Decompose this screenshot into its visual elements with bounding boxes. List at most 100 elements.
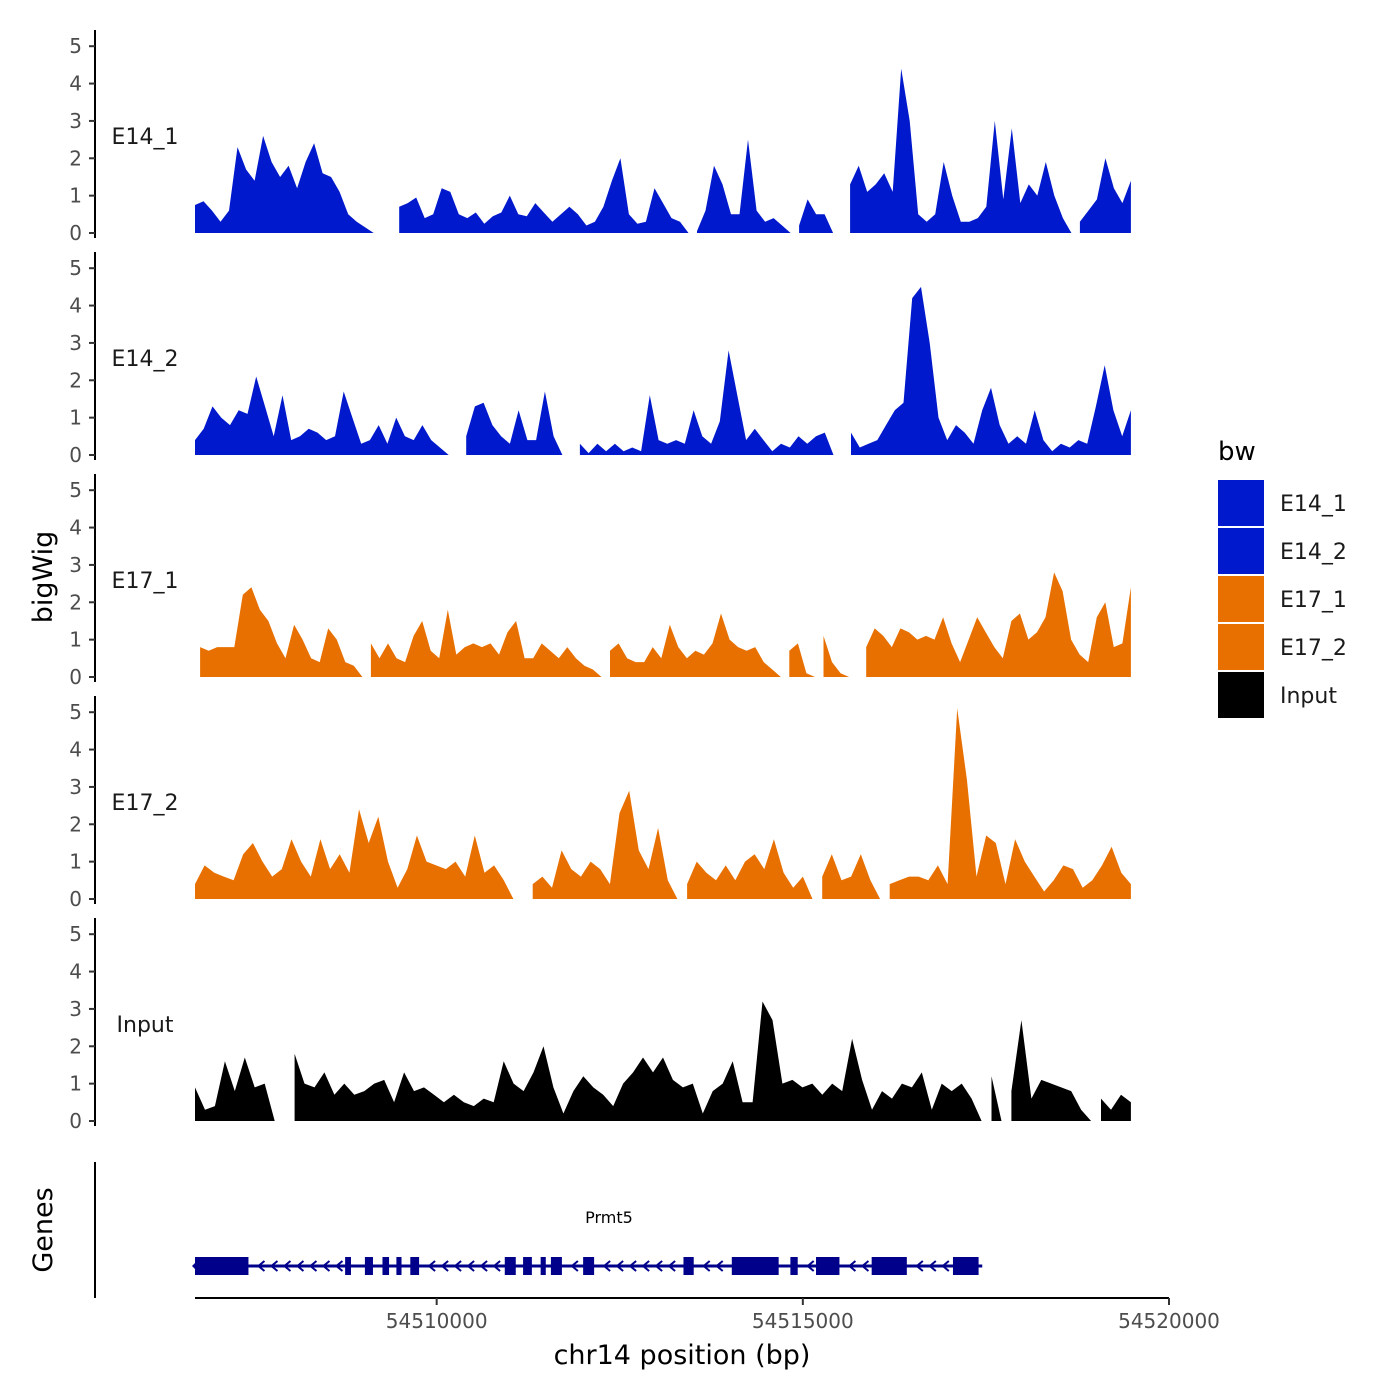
y-tick-label: 4 [69,960,82,984]
strand-arrow [847,1260,857,1272]
legend-swatch-input [1218,672,1264,718]
y-tick-label: 5 [69,34,82,58]
legend-label-e17-2: E17_2 [1280,636,1347,661]
gene-exon [683,1257,694,1275]
gene-exon [504,1257,516,1275]
strand-arrow [492,1260,501,1272]
y-tick-label: 4 [69,738,82,762]
signal-tracks: 0 1 2 3 4 5 E14_1 0 1 2 3 4 5 E14_2 0 1 2 3 4 5 E17_1 0 1 2 3 4 5 E… [69,30,1131,1133]
strand-arrow [860,1260,870,1272]
signal-area-input [195,1001,1131,1121]
strand-arrow [453,1260,462,1272]
y-tick-label: 0 [69,221,82,245]
gene-start-cap [192,1260,198,1272]
legend-swatch-e14-2 [1218,528,1264,574]
strand-arrow [702,1260,711,1272]
y-tick-label: 3 [69,997,82,1021]
strand-arrow [321,1260,331,1272]
y-tick-label: 4 [69,294,82,318]
strand-arrow [256,1260,266,1272]
gene-model: Prmt5 [192,1208,983,1275]
y-tick-label: 0 [69,1109,82,1133]
y-tick-label: 1 [69,628,82,652]
gene-exon [364,1257,373,1275]
track-e14-1: 0 1 2 3 4 5 E14_1 [69,30,1131,245]
y-tick-label: 5 [69,256,82,280]
strand-arrow [654,1260,663,1272]
y-tick-label: 5 [69,700,82,724]
strand-arrow [941,1260,950,1272]
y-tick-label: 1 [69,406,82,430]
strand-arrow [641,1260,650,1272]
strand-arrow [928,1260,937,1272]
gene-exon [523,1257,532,1275]
gene-panel: Genes Prmt5 [28,1162,983,1298]
gene-exon [410,1257,420,1275]
gene-exon [195,1257,249,1275]
y-axis-title: bigWig [28,531,59,624]
y-tick-label: 4 [69,516,82,540]
x-axis: chr14 position (bp) 54510000 54515000 5452… [195,1297,1220,1371]
strand-arrow [615,1260,624,1272]
genes-axis-title: Genes [28,1187,59,1272]
legend-swatch-e14-1 [1218,480,1264,526]
strand-arrow [602,1260,611,1272]
y-tick-label: 0 [69,665,82,689]
x-tick-label: 54515000 [752,1309,854,1333]
y-tick-label: 3 [69,109,82,133]
y-tick-label: 0 [69,443,82,467]
track-input: 0 1 2 3 4 5 Input [69,918,1131,1133]
signal-area-e17-2 [195,708,1131,899]
x-tick-label: 54520000 [1118,1309,1220,1333]
track-e17-1: 0 1 2 3 4 5 E17_1 [69,474,1131,689]
y-tick-label: 1 [69,1072,82,1096]
legend-title: bw [1218,437,1256,467]
strand-arrow [715,1260,724,1272]
strand-arrow [628,1260,637,1272]
y-tick-label: 2 [69,812,82,836]
track-label-e17-2: E17_2 [112,791,179,816]
gene-name-label: Prmt5 [585,1208,633,1227]
gene-exon [731,1257,779,1275]
strand-arrow [269,1260,279,1272]
strand-arrow [334,1260,344,1272]
strand-arrow [282,1260,292,1272]
gene-exon [550,1257,562,1275]
strand-arrow [440,1260,449,1272]
x-axis-title: chr14 position (bp) [554,1340,811,1371]
y-tick-label: 5 [69,478,82,502]
y-tick-label: 2 [69,368,82,392]
track-label-e14-2: E14_2 [112,347,179,372]
gene-exon [816,1257,840,1275]
track-label-e14-1: E14_1 [112,125,179,150]
legend-label-e14-2: E14_2 [1280,540,1347,565]
signal-area-e14-1 [195,68,1131,233]
y-tick-label: 0 [69,887,82,911]
signal-area-e17-1 [200,572,1131,677]
y-tick-label: 2 [69,590,82,614]
y-tick-label: 5 [69,922,82,946]
y-tick-label: 3 [69,553,82,577]
strand-arrow [570,1260,579,1272]
x-tick-label: 54510000 [386,1309,488,1333]
legend-swatch-e17-1 [1218,576,1264,622]
strand-arrow [806,1260,815,1272]
y-tick-label: 3 [69,331,82,355]
strand-arrow [479,1260,488,1272]
track-label-e17-1: E17_1 [112,569,179,594]
legend-label-e17-1: E17_1 [1280,588,1347,613]
y-tick-label: 2 [69,1034,82,1058]
y-tick-label: 3 [69,775,82,799]
track-e14-2: 0 1 2 3 4 5 E14_2 [69,252,1131,467]
gene-exon [583,1257,595,1275]
track-e17-2: 0 1 2 3 4 5 E17_2 [69,696,1131,911]
legend-swatch-e17-2 [1218,624,1264,670]
signal-area-e14-2 [195,286,1131,455]
gene-exon [871,1257,907,1275]
y-tick-label: 2 [69,146,82,170]
strand-arrow [295,1260,305,1272]
strand-arrow [915,1260,924,1272]
y-tick-label: 1 [69,850,82,874]
gene-exon [790,1257,798,1275]
